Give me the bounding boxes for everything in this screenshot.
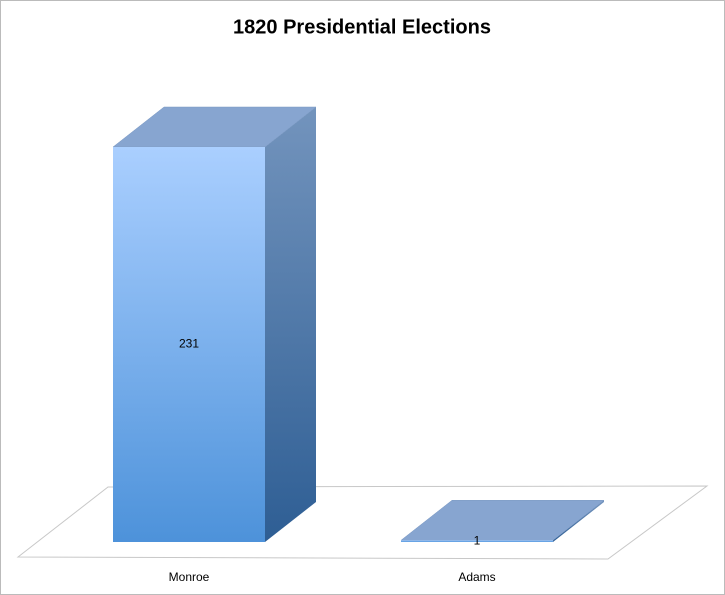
chart-title: 1820 Presidential Elections	[233, 16, 491, 38]
x-tick-label: Adams	[458, 570, 495, 584]
bar	[113, 147, 265, 542]
value-label: 231	[179, 337, 199, 351]
bar-side	[265, 107, 316, 542]
value-label: 1	[474, 533, 481, 547]
bar	[401, 540, 553, 542]
x-tick-label: Monroe	[169, 570, 210, 584]
bar-side	[553, 500, 604, 542]
